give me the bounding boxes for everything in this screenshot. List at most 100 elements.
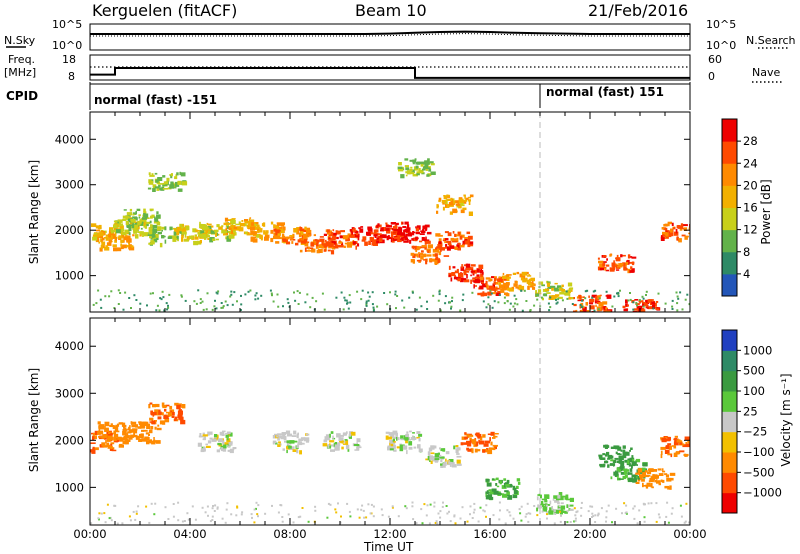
- power-cell: [294, 299, 297, 302]
- power-cell: [456, 268, 459, 274]
- power-cell: [184, 233, 187, 238]
- velocity-cell: [329, 440, 335, 443]
- power-cell: [504, 292, 509, 295]
- velocity-colorbar-tick-label: 100: [743, 384, 765, 398]
- velocity-cell: [106, 437, 111, 442]
- power-cell: [573, 297, 575, 300]
- power-cell: [522, 275, 526, 277]
- velocity-cell: [137, 505, 140, 508]
- velocity-cell: [416, 431, 421, 434]
- power-cell: [273, 224, 276, 229]
- velocity-cell: [537, 494, 540, 496]
- velocity-cell: [456, 453, 460, 455]
- power-cell: [96, 237, 99, 242]
- cpid-mode-2: normal (fast) 151: [546, 85, 664, 99]
- power-cell: [516, 303, 519, 306]
- velocity-cell: [657, 468, 661, 471]
- power-cell: [321, 292, 324, 295]
- velocity-cell: [636, 481, 640, 484]
- velocity-cell: [591, 516, 593, 518]
- power-cell: [393, 228, 399, 232]
- velocity-cell: [684, 436, 690, 441]
- velocity-cell: [440, 463, 443, 466]
- power-cell: [101, 241, 106, 246]
- velocity-cell: [633, 474, 637, 479]
- velocity-cell: [253, 521, 256, 524]
- power-cell: [153, 220, 160, 224]
- power-cell: [173, 235, 177, 238]
- power-cell: [481, 281, 484, 284]
- velocity-cell: [399, 444, 405, 449]
- power-cell: [357, 235, 360, 241]
- power-cell: [105, 234, 109, 237]
- power-cell: [677, 297, 680, 300]
- power-cell: [396, 238, 400, 241]
- velocity-cell: [122, 430, 127, 436]
- velocity-cell: [463, 442, 468, 445]
- velocity-cell: [114, 426, 119, 431]
- power-cell: [302, 233, 307, 238]
- power-cell: [343, 245, 346, 248]
- power-cell: [248, 218, 251, 221]
- power-cell: [275, 229, 281, 232]
- power-cell: [497, 290, 502, 293]
- velocity-cell: [253, 508, 256, 511]
- power-cell: [166, 308, 169, 311]
- velocity-cell: [110, 443, 113, 446]
- power-cell: [372, 241, 377, 244]
- velocity-cell: [211, 439, 217, 442]
- freq-label-line2: [MHz]: [4, 66, 36, 79]
- power-cell: [202, 308, 205, 311]
- velocity-cell: [631, 465, 633, 469]
- power-cell: [176, 235, 179, 241]
- power-cell: [135, 210, 137, 215]
- velocity-cell: [170, 411, 175, 416]
- power-cell: [148, 230, 153, 235]
- power-cell: [376, 224, 379, 228]
- power-cell: [582, 306, 587, 312]
- velocity-cell: [257, 515, 259, 518]
- velocity-cell: [205, 443, 208, 446]
- velocity-cell: [168, 412, 172, 417]
- velocity-cell: [326, 437, 331, 441]
- power-cell: [410, 252, 415, 256]
- velocity-cell: [428, 455, 433, 460]
- power-cell: [642, 303, 645, 308]
- power-cell: [425, 260, 428, 265]
- noise-panel-frame: [89, 23, 691, 51]
- power-cell: [154, 172, 158, 175]
- velocity-cell: [466, 447, 470, 451]
- velocity-cell: [416, 436, 420, 439]
- velocity-cell: [639, 476, 643, 480]
- velocity-cell: [338, 437, 344, 442]
- power-cell: [99, 235, 103, 239]
- power-cell: [688, 303, 690, 306]
- velocity-cell: [391, 505, 394, 508]
- velocity-cell: [150, 502, 153, 505]
- power-cell: [394, 293, 397, 296]
- freq-label-line1: Freq.: [8, 53, 35, 66]
- velocity-cell: [559, 520, 562, 523]
- power-cell: [676, 237, 679, 241]
- power-cell: [652, 307, 655, 310]
- power-cell: [463, 269, 467, 274]
- power-cell: [486, 284, 489, 289]
- power-cell: [573, 303, 577, 307]
- velocity-cell: [610, 459, 614, 462]
- power-cell: [128, 224, 132, 229]
- power-cell: [556, 295, 558, 298]
- power-cell: [599, 267, 604, 271]
- velocity-cell: [483, 510, 486, 513]
- velocity-cell: [207, 440, 212, 444]
- velocity-cell: [620, 463, 624, 468]
- power-cell: [358, 227, 361, 230]
- power-cell: [412, 231, 415, 236]
- power-cell: [676, 302, 679, 305]
- power-cell: [150, 236, 154, 240]
- power-cell: [457, 247, 461, 251]
- power-cell: [235, 223, 240, 226]
- velocity-cell: [408, 441, 413, 446]
- velocity-cell: [454, 522, 457, 525]
- power-cell: [437, 248, 440, 253]
- power-cell: [407, 232, 413, 237]
